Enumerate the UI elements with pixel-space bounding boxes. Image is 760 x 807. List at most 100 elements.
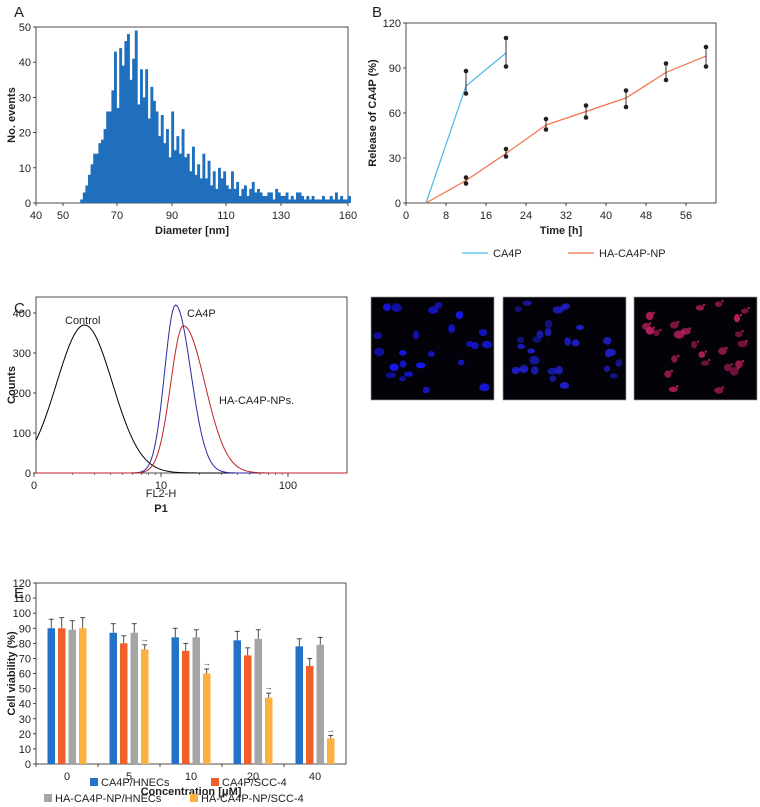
error-cap-lower (623, 104, 629, 110)
cell-nucleus (428, 306, 439, 314)
y-tick-label: 90 (19, 623, 31, 635)
cell-nucleus (448, 324, 455, 334)
hist-bar (270, 192, 273, 203)
cell-nucleus (389, 363, 399, 372)
red-signal (676, 385, 679, 388)
legend-swatch (44, 794, 52, 802)
cell-nucleus (517, 344, 526, 349)
cell-nucleus (695, 305, 705, 311)
cell-nucleus (434, 302, 443, 309)
hist-bar (298, 192, 302, 203)
red-signal (730, 363, 733, 366)
y-axis-label: Counts (6, 366, 18, 404)
y-tick-label: 0 (395, 198, 401, 210)
red-signal (745, 339, 748, 343)
y-tick-label: 60 (19, 669, 31, 681)
cell-nucleus (698, 351, 706, 358)
cell-nucleus (428, 351, 435, 357)
red-signal (677, 354, 680, 358)
legend-swatch (190, 794, 198, 802)
red-signal (741, 360, 745, 363)
x-axis-label: Concentration [μM] (141, 786, 242, 798)
hist-bar (257, 188, 260, 203)
cell-nucleus (605, 351, 612, 358)
y-tick-label: 90 (389, 63, 401, 75)
y-tick-label: 10 (19, 163, 31, 175)
hist-bar (249, 188, 253, 203)
cell-nucleus (404, 371, 414, 377)
y-axis-label: Cell viability (%) (6, 631, 18, 716)
hist-bar (98, 143, 102, 203)
legend-swatch (211, 778, 219, 786)
cell-nucleus (576, 324, 584, 331)
y-tick-label: 30 (389, 153, 401, 165)
error-cap-upper (463, 175, 469, 180)
bar-1 (58, 628, 66, 764)
curve-label-ha-ca4p-nps: HA-CA4P-NPs. (219, 395, 294, 407)
hist-bar (262, 195, 266, 203)
red-signal (688, 327, 691, 330)
red-signal (677, 320, 680, 324)
x-tick-label: 10 (155, 480, 167, 492)
cell-nucleus (729, 367, 739, 376)
y-tick-label: 120 (13, 578, 31, 590)
hist-bar (319, 199, 323, 203)
hist-bar (244, 185, 247, 203)
hist-bar (345, 199, 349, 203)
y-tick-label: 50 (19, 22, 31, 34)
hist-bar (199, 178, 203, 203)
error-cap-upper (623, 88, 629, 93)
hist-bar (173, 150, 177, 203)
cell-nucleus (691, 341, 698, 349)
cell-nucleus (555, 365, 563, 375)
error-cap-upper (503, 35, 509, 41)
hist-bar (194, 174, 198, 203)
y-tick-label: 20 (19, 729, 31, 741)
micrographs-d (370, 296, 758, 401)
hist-bar (275, 188, 279, 203)
hist-bar (306, 195, 310, 203)
cell-nucleus (603, 365, 611, 372)
hist-bar (238, 195, 242, 203)
curve-label-ca4p: CA4P (187, 308, 216, 320)
cell-nucleus (700, 360, 710, 366)
hist-bar (205, 178, 208, 203)
cell-nucleus (531, 366, 539, 375)
cell-nucleus (412, 330, 420, 340)
red-signal (659, 328, 662, 332)
x-tick-label: 10 (185, 771, 197, 783)
hist-bar (145, 69, 149, 204)
cell-nucleus (552, 306, 564, 314)
bar-2 (192, 637, 200, 764)
hist-bar (114, 51, 117, 203)
bar-0 (295, 646, 303, 764)
hist-bar (228, 188, 232, 203)
cell-nucleus (544, 327, 552, 337)
hist-bar (179, 153, 182, 203)
bar-0 (47, 628, 55, 764)
red-signal (670, 369, 674, 373)
x-tick-label: 0 (31, 480, 37, 492)
bar-3 (141, 649, 149, 764)
cell-nucleus (571, 339, 580, 347)
y-tick-label: 120 (383, 18, 401, 30)
x-tick-label: 24 (520, 210, 532, 222)
histogram-curve-1 (36, 304, 347, 474)
cell-nucleus (529, 355, 540, 365)
significance-marker: → (141, 635, 149, 644)
hist-bar (215, 188, 219, 203)
hist-bar (293, 199, 297, 203)
error-cap-upper (583, 103, 589, 108)
hist-bar (93, 153, 97, 203)
cell-nucleus (373, 332, 383, 340)
hist-bar (311, 195, 315, 203)
y-tick-label: 50 (19, 684, 31, 696)
error-cap-upper (503, 146, 509, 152)
hist-bar (296, 192, 299, 203)
hist-bar (142, 97, 146, 203)
cell-nucleus (544, 319, 553, 329)
bar-0 (233, 640, 241, 764)
x-tick-label: 0 (64, 771, 70, 783)
hist-bar (82, 192, 86, 203)
